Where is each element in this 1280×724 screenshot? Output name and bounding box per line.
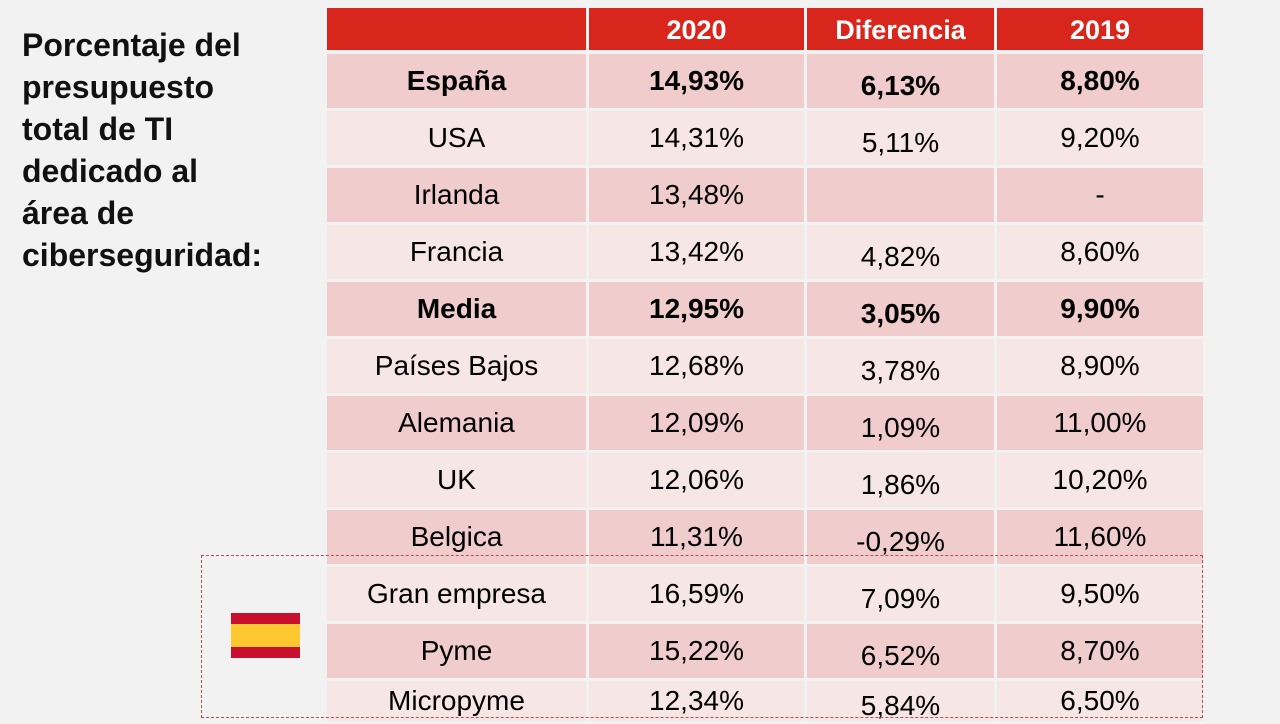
row-label: Gran empresa xyxy=(327,567,586,621)
row-label: Francia xyxy=(327,225,586,279)
table-row: Países Bajos 12,68% 3,78% 8,90% xyxy=(327,339,1203,393)
value-diferencia: 1,09% xyxy=(807,396,994,450)
value-2020: 16,59% xyxy=(589,567,804,621)
value-2019: 9,50% xyxy=(997,567,1203,621)
table-row: Belgica 11,31% -0,29% 11,60% xyxy=(327,510,1203,564)
row-label: USA xyxy=(327,111,586,165)
value-2020: 12,68% xyxy=(589,339,804,393)
row-label: Alemania xyxy=(327,396,586,450)
row-label: Países Bajos xyxy=(327,339,586,393)
value-2019: 11,60% xyxy=(997,510,1203,564)
table-row: Irlanda 13,48% - xyxy=(327,168,1203,222)
value-2020: 13,42% xyxy=(589,225,804,279)
value-2019: 11,00% xyxy=(997,396,1203,450)
header-cell-2019: 2019 xyxy=(997,8,1203,50)
value-2019: - xyxy=(997,168,1203,222)
value-2019: 9,90% xyxy=(997,282,1203,336)
header-cell-2020: 2020 xyxy=(589,8,804,50)
value-2020: 14,31% xyxy=(589,111,804,165)
title-line: Porcentaje del xyxy=(22,27,241,63)
value-2019: 10,20% xyxy=(997,453,1203,507)
budget-table: 2020 Diferencia 2019 España 14,93% 6,13% 8,… xyxy=(327,8,1203,724)
value-diferencia: 6,13% xyxy=(807,54,994,108)
table-row: Pyme 15,22% 6,52% 8,70% xyxy=(327,624,1203,678)
title-line: total de TI xyxy=(22,111,174,147)
header-cell-diferencia: Diferencia xyxy=(807,8,994,50)
table-row: Media 12,95% 3,05% 9,90% xyxy=(327,282,1203,336)
value-2020: 12,95% xyxy=(589,282,804,336)
table-row: Micropyme 12,34% 5,84% 6,50% xyxy=(327,681,1203,721)
value-diferencia: 5,11% xyxy=(807,111,994,165)
value-diferencia: -0,29% xyxy=(807,510,994,564)
value-2020: 14,93% xyxy=(589,54,804,108)
value-2019: 8,80% xyxy=(997,54,1203,108)
table-row: España 14,93% 6,13% 8,80% xyxy=(327,54,1203,108)
value-2019: 6,50% xyxy=(997,681,1203,721)
title-line: presupuesto xyxy=(22,69,215,105)
value-2019: 8,60% xyxy=(997,225,1203,279)
slide-title: Porcentaje del presupuesto total de TI d… xyxy=(22,24,312,276)
table-row: Gran empresa 16,59% 7,09% 9,50% xyxy=(327,567,1203,621)
value-2020: 12,09% xyxy=(589,396,804,450)
value-diferencia: 3,78% xyxy=(807,339,994,393)
value-diferencia: 1,86% xyxy=(807,453,994,507)
title-line: dedicado al xyxy=(22,153,199,189)
title-line: ciberseguridad: xyxy=(22,237,263,273)
row-label: Irlanda xyxy=(327,168,586,222)
value-diferencia: 4,82% xyxy=(807,225,994,279)
row-label: Belgica xyxy=(327,510,586,564)
table-header: 2020 Diferencia 2019 xyxy=(327,8,1203,50)
value-2020: 12,06% xyxy=(589,453,804,507)
value-diferencia: 6,52% xyxy=(807,624,994,678)
row-label: UK xyxy=(327,453,586,507)
value-2019: 9,20% xyxy=(997,111,1203,165)
table-row: Alemania 12,09% 1,09% 11,00% xyxy=(327,396,1203,450)
value-2020: 12,34% xyxy=(589,681,804,721)
header-cell-label xyxy=(327,8,586,50)
value-2020: 15,22% xyxy=(589,624,804,678)
value-2020: 11,31% xyxy=(589,510,804,564)
row-label: Micropyme xyxy=(327,681,586,721)
row-label: Media xyxy=(327,282,586,336)
row-label: España xyxy=(327,54,586,108)
table-row: USA 14,31% 5,11% 9,20% xyxy=(327,111,1203,165)
title-line: área de xyxy=(22,195,135,231)
value-diferencia xyxy=(807,168,994,222)
value-diferencia: 5,84% xyxy=(807,681,994,721)
value-2019: 8,70% xyxy=(997,624,1203,678)
value-diferencia: 7,09% xyxy=(807,567,994,621)
value-2019: 8,90% xyxy=(997,339,1203,393)
value-diferencia: 3,05% xyxy=(807,282,994,336)
spain-flag-icon xyxy=(231,613,300,658)
value-2020: 13,48% xyxy=(589,168,804,222)
table-row: UK 12,06% 1,86% 10,20% xyxy=(327,453,1203,507)
row-label: Pyme xyxy=(327,624,586,678)
table-row: Francia 13,42% 4,82% 8,60% xyxy=(327,225,1203,279)
